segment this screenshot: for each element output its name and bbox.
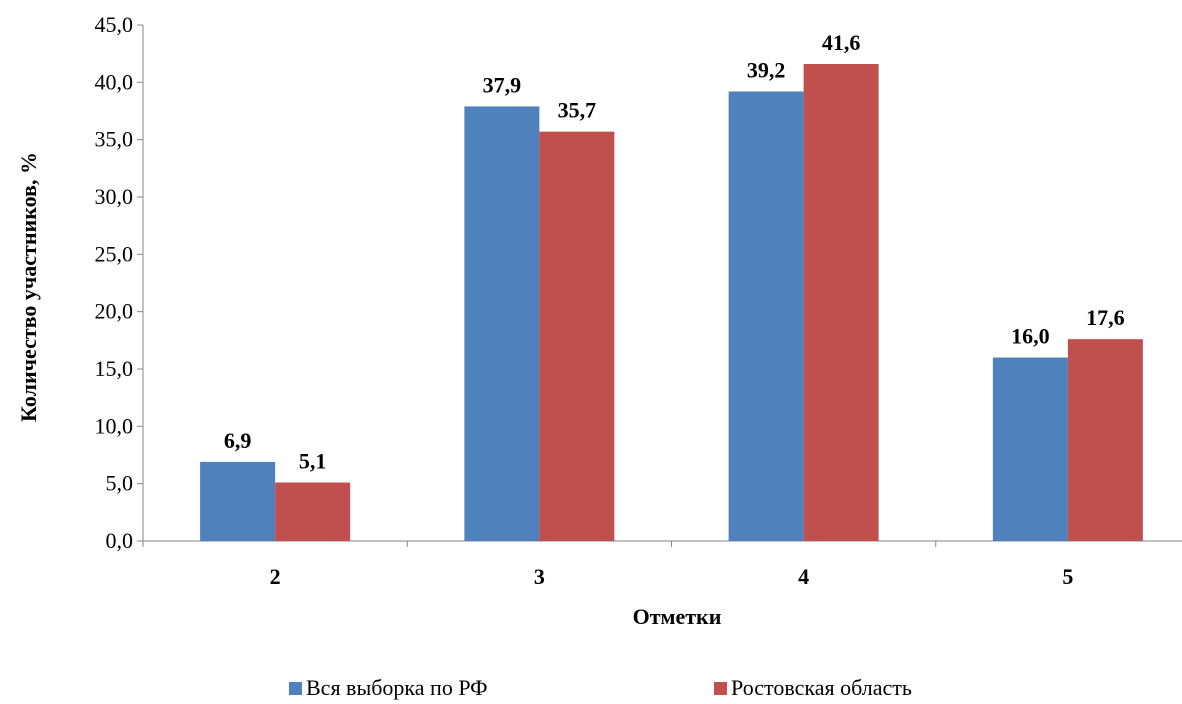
y-tick-label: 35,0 — [95, 127, 134, 152]
data-label: 37,9 — [483, 72, 522, 97]
y-tick-label: 30,0 — [95, 184, 134, 209]
y-axis: 0,0 5,0 10,0 15,0 20,0 25,0 30,0 35,0 40,0 45,0 — [95, 12, 144, 553]
bar-rf-3 — [464, 106, 540, 541]
data-labels: 6,9 5,1 37,9 35,7 39,2 41,6 16,0 17,6 — [224, 30, 1125, 474]
x-axis: 2 3 4 5 — [142, 540, 1182, 589]
data-label: 6,9 — [224, 428, 252, 453]
bars — [200, 63, 1143, 542]
y-tick-label: 20,0 — [95, 299, 134, 324]
bar-rostov-2 — [275, 482, 351, 541]
bar-rf-4 — [728, 91, 804, 542]
data-label: 17,6 — [1086, 305, 1125, 330]
bar-rf-2 — [200, 461, 276, 541]
y-tick-label: 40,0 — [95, 69, 134, 94]
data-label: 39,2 — [747, 58, 786, 83]
bar-rostov-5 — [1067, 339, 1143, 541]
legend-label: Ростовская область — [731, 675, 912, 700]
legend-swatch — [289, 682, 302, 695]
y-tick-label: 5,0 — [106, 471, 134, 496]
x-axis-title: Отметки — [633, 604, 722, 629]
bar-rostov-4 — [803, 63, 879, 542]
x-tick-label: 5 — [1062, 564, 1073, 589]
legend: Вся выборка по РФ Ростовская область — [289, 675, 912, 700]
legend-swatch — [714, 682, 727, 695]
y-tick-label: 45,0 — [95, 12, 134, 37]
bar-rostov-3 — [539, 131, 615, 541]
legend-label: Вся выборка по РФ — [306, 675, 488, 700]
x-tick-label: 4 — [798, 564, 809, 589]
y-tick-label: 0,0 — [106, 528, 134, 553]
x-tick-label: 2 — [270, 564, 281, 589]
data-label: 16,0 — [1011, 324, 1050, 349]
data-label: 35,7 — [558, 98, 597, 123]
y-axis-title: Количество участников, % — [16, 152, 41, 422]
data-label: 5,1 — [299, 449, 327, 474]
y-tick-label: 15,0 — [95, 356, 134, 381]
y-tick-label: 25,0 — [95, 241, 134, 266]
data-label: 41,6 — [822, 30, 861, 55]
bar-rf-5 — [992, 357, 1068, 541]
x-tick-label: 3 — [534, 564, 545, 589]
y-tick-label: 10,0 — [95, 413, 134, 438]
